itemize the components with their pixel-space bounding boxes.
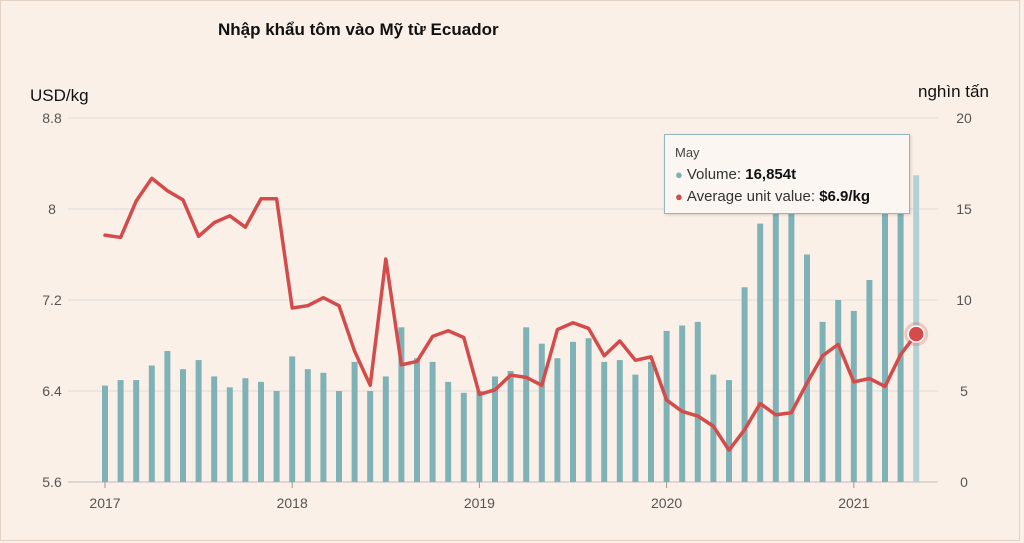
tooltip-price-row: ● Average unit value: $6.9/kg xyxy=(675,186,909,208)
volume-bar[interactable] xyxy=(180,369,186,482)
right-tick-label: 20 xyxy=(956,110,972,126)
left-tick-label: 8.8 xyxy=(42,110,62,126)
volume-bar[interactable] xyxy=(258,381,264,482)
tooltip-price-label: Average unit value: xyxy=(686,188,816,205)
hover-tooltip: May ● Volume: 16,854t ● Average unit value… xyxy=(664,134,910,214)
volume-bar[interactable] xyxy=(102,385,108,482)
left-tick-label: 5.6 xyxy=(42,474,62,490)
volume-bar[interactable] xyxy=(819,321,826,482)
volume-bar[interactable] xyxy=(226,387,233,482)
left-axis-ticks: 5.6 6.4 7.2 8 8.8 xyxy=(42,110,62,490)
right-axis-title: nghìn tấn xyxy=(918,82,989,101)
right-tick-label: 10 xyxy=(956,292,972,308)
volume-bar[interactable] xyxy=(679,325,686,482)
volume-bar[interactable] xyxy=(648,361,654,482)
volume-bar[interactable] xyxy=(367,391,374,482)
volume-bar[interactable] xyxy=(492,376,498,482)
volume-bar[interactable] xyxy=(741,287,748,482)
left-tick-label: 7.2 xyxy=(42,292,62,308)
volume-bar[interactable] xyxy=(211,376,218,482)
volume-bar[interactable] xyxy=(835,300,842,482)
unit-value-series-line[interactable] xyxy=(103,176,918,452)
volume-bar[interactable] xyxy=(538,343,545,482)
right-tick-label: 5 xyxy=(960,383,968,399)
volume-bar[interactable] xyxy=(429,361,436,482)
volume-bar[interactable] xyxy=(195,360,202,482)
price-dot-icon: ● xyxy=(675,189,683,204)
volume-bar[interactable] xyxy=(694,321,701,482)
right-tick-label: 0 xyxy=(960,474,968,490)
tooltip-month: May xyxy=(675,145,700,160)
volume-dot-icon: ● xyxy=(675,167,683,182)
x-tick-label: 2019 xyxy=(464,495,495,511)
volume-bar[interactable] xyxy=(507,370,514,482)
volume-bar[interactable] xyxy=(164,350,171,482)
x-tick-label: 2021 xyxy=(838,495,869,511)
volume-bar[interactable] xyxy=(133,380,140,482)
volume-bar[interactable] xyxy=(804,254,810,483)
volume-bar[interactable] xyxy=(601,361,608,482)
left-tick-label: 8 xyxy=(48,201,56,217)
volume-bar[interactable] xyxy=(351,361,358,482)
volume-bar[interactable] xyxy=(850,310,857,482)
volume-bar[interactable] xyxy=(445,381,452,482)
unit-value-line xyxy=(103,176,929,452)
volume-bar[interactable] xyxy=(897,199,904,482)
x-axis-ticks: 2017 2018 2019 2020 2021 xyxy=(89,482,870,511)
right-tick-label: 15 xyxy=(956,201,972,217)
volume-bar[interactable] xyxy=(289,356,296,482)
right-axis-ticks: 0 5 10 15 20 xyxy=(956,110,972,490)
volume-bar[interactable] xyxy=(882,203,888,483)
volume-bar[interactable] xyxy=(117,380,124,482)
x-tick-label: 2020 xyxy=(651,495,682,511)
volume-bar[interactable] xyxy=(788,209,795,482)
chart-title: Nhập khẩu tôm vào Mỹ từ Ecuador xyxy=(218,20,499,39)
left-axis-title: USD/kg xyxy=(30,86,89,105)
volume-bar[interactable] xyxy=(632,374,639,482)
volume-bar[interactable] xyxy=(772,209,779,482)
volume-bar[interactable] xyxy=(304,369,311,482)
volume-bar[interactable] xyxy=(320,372,327,482)
volume-bar[interactable] xyxy=(398,327,405,482)
volume-bar[interactable] xyxy=(336,391,342,482)
volume-bar[interactable] xyxy=(148,365,155,482)
volume-bar[interactable] xyxy=(757,223,764,482)
volume-bar[interactable] xyxy=(554,358,561,482)
left-tick-label: 6.4 xyxy=(42,383,62,399)
tooltip-volume-row: ● Volume: 16,854t xyxy=(675,164,909,186)
volume-bar[interactable] xyxy=(382,376,389,482)
volume-bar[interactable] xyxy=(273,391,280,482)
volume-bar[interactable] xyxy=(460,392,467,482)
volume-bar[interactable] xyxy=(242,378,249,482)
volume-bar[interactable] xyxy=(616,360,623,482)
volume-bar[interactable] xyxy=(866,279,873,482)
volume-bar[interactable] xyxy=(523,327,530,482)
x-tick-label: 2018 xyxy=(277,495,308,511)
highlight-point[interactable] xyxy=(907,325,925,343)
tooltip-price-value: $6.9/kg xyxy=(819,188,871,205)
volume-bar[interactable] xyxy=(585,338,592,482)
volume-bar[interactable] xyxy=(570,341,576,482)
tooltip-volume-value: 16,854t xyxy=(745,166,797,183)
volume-bar[interactable] xyxy=(476,391,483,482)
tooltip-volume-label: Volume: xyxy=(686,166,742,183)
volume-bars xyxy=(102,175,920,483)
volume-bar[interactable] xyxy=(414,358,420,482)
volume-bar[interactable] xyxy=(663,330,670,482)
x-tick-label: 2017 xyxy=(89,495,120,511)
volume-bar[interactable] xyxy=(726,380,732,482)
